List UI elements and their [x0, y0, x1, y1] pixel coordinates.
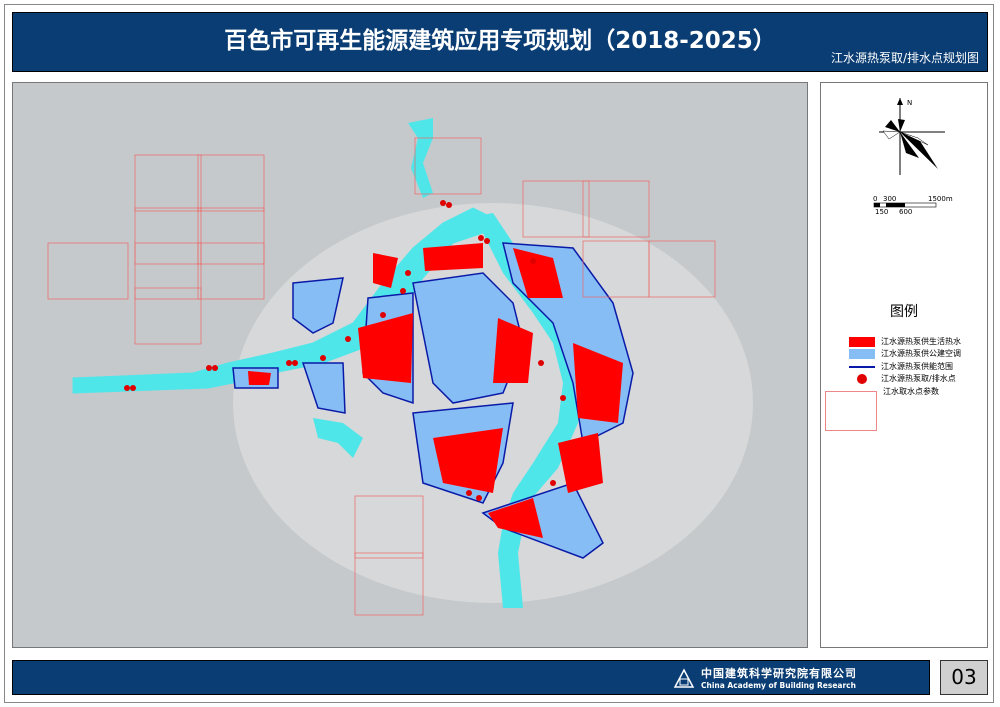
legend-panel: N 0 300 1500m 150 600 图例 江水源热泵供生活热水 江水源热…	[820, 82, 988, 648]
north-arrow-icon	[897, 98, 903, 105]
urban-area	[233, 203, 753, 603]
legend-label: 江水源热泵供能范围	[881, 362, 953, 371]
intake-discharge-points	[124, 200, 566, 501]
line-swatch	[849, 365, 875, 368]
org-name-en: China Academy of Building Research	[701, 681, 856, 690]
legend-item-points: 江水源热泵取/排水点	[849, 373, 956, 384]
org-logo: 中国建筑科学研究院有限公司 China Academy of Building …	[673, 665, 857, 690]
scale-bar	[873, 202, 937, 208]
map-area[interactable]	[12, 82, 808, 648]
blue-swatch	[849, 348, 875, 359]
legend-label: 江水源热泵取/排水点	[881, 374, 956, 383]
page-number: 03	[940, 660, 988, 695]
pond	[313, 418, 363, 458]
compass-and-scale: N 0 300 1500m 150 600	[873, 98, 953, 216]
compass-rose-icon	[879, 98, 945, 175]
scale-label: 0	[873, 195, 877, 203]
scale-label: 600	[899, 208, 912, 216]
map-canvas	[13, 83, 807, 647]
scale-label: 300	[883, 195, 896, 203]
north-label: N	[907, 99, 912, 107]
cabr-logo-icon	[673, 667, 695, 688]
scale-label: 1500m	[928, 195, 953, 203]
legend-item-hot-water: 江水源热泵供生活热水	[849, 336, 961, 347]
intake-parameter-callouts	[47, 137, 716, 616]
parameter-box-sample	[825, 391, 877, 431]
legend-label: 江水取水点参数	[883, 387, 939, 396]
map-subtitle: 江水源热泵取/排水点规划图	[830, 51, 979, 65]
page-frame	[4, 4, 994, 703]
legend-title: 图例	[890, 304, 918, 320]
legend-label: 江水源热泵供生活热水	[881, 337, 961, 346]
title-banner: 百色市可再生能源建筑应用专项规划（2018-2025） 江水源热泵取/排水点规划…	[12, 12, 988, 72]
legend-item-boundary: 江水源热泵供能范围	[849, 361, 953, 372]
footer-banner: 中国建筑科学研究院有限公司 China Academy of Building …	[12, 660, 930, 695]
legend-item-ac: 江水源热泵供公建空调	[849, 348, 961, 359]
org-name-cn: 中国建筑科学研究院有限公司	[701, 667, 857, 680]
legend-label: 江水源热泵供公建空调	[881, 349, 961, 358]
red-swatch	[849, 336, 875, 347]
legend-item-params: 江水取水点参数	[883, 386, 939, 397]
dot-swatch	[849, 373, 875, 384]
hot-water-zones	[248, 243, 623, 538]
scale-label: 150	[875, 208, 888, 216]
page-title: 百色市可再生能源建筑应用专项规划（2018-2025）	[224, 28, 776, 54]
